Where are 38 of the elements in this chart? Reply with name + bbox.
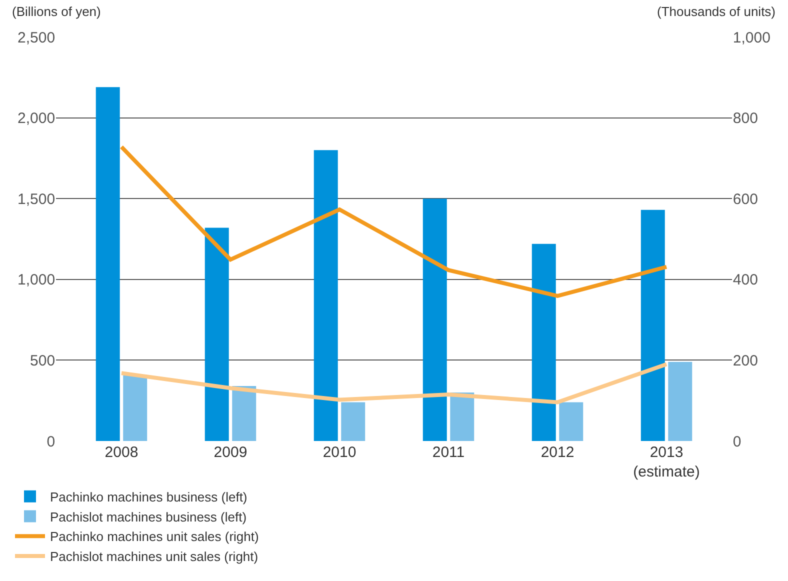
y2-tick-label: 200 <box>732 352 758 370</box>
y2-tick-label: 1,000 <box>732 29 770 46</box>
x-tick-label: 2013 (estimate) <box>633 444 700 480</box>
x-tick-label: 2009 <box>214 444 248 461</box>
bar <box>204 228 229 441</box>
y2-axis-title: (Thousands of units) <box>657 4 776 19</box>
y-tick-label: 2,000 <box>18 110 56 128</box>
y2-tick-label: 0 <box>732 433 742 450</box>
y-tick-label: 500 <box>30 352 56 370</box>
bar <box>668 362 692 441</box>
x-tick-label: 2008 <box>104 444 138 461</box>
legend-label: Pachinko machines unit sales (right) <box>50 529 259 544</box>
legend-label: Pachislot machines unit sales (right) <box>50 549 258 564</box>
bar <box>341 402 366 441</box>
bar <box>640 210 665 441</box>
y-tick-label: 1,500 <box>18 190 56 208</box>
y-axis-title: (Billions of yen) <box>12 4 101 19</box>
y-tick-label: 1,000 <box>18 272 56 289</box>
y-tick-label: 2,500 <box>18 29 56 46</box>
bar <box>532 244 556 441</box>
bar <box>422 198 447 441</box>
y-tick-label: 0 <box>46 433 56 450</box>
x-tick-label: 2012 <box>540 444 574 461</box>
y2-tick-label: 800 <box>732 110 758 128</box>
x-tick-label: 2010 <box>322 444 356 461</box>
bar <box>232 386 256 441</box>
legend-label: Pachislot machines business (left) <box>50 509 247 524</box>
bar <box>314 150 338 441</box>
bar <box>450 392 474 441</box>
bar <box>123 374 148 441</box>
bar <box>96 87 120 441</box>
y2-tick-label: 600 <box>732 190 758 208</box>
bar <box>559 402 584 441</box>
legend-label: Pachinko machines business (left) <box>50 489 248 504</box>
x-tick-label: 2011 <box>432 444 465 461</box>
y2-tick-label: 400 <box>732 272 758 289</box>
line-series <box>119 362 669 404</box>
line-series <box>119 144 669 298</box>
